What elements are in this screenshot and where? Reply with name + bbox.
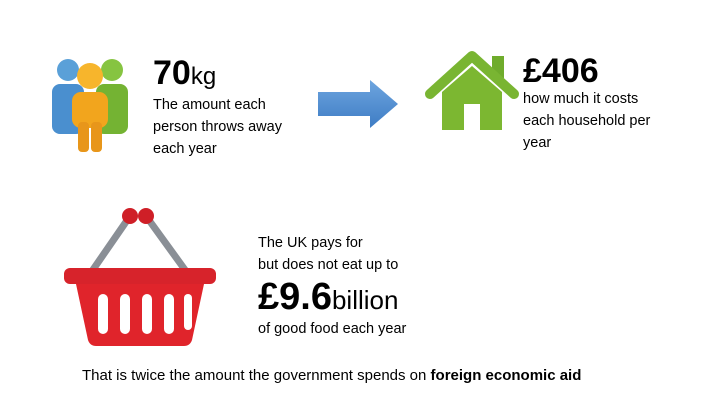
people-group-icon <box>52 59 128 152</box>
people-desc-line: each year <box>153 141 217 157</box>
people-description: The amount each person throws away each … <box>153 94 282 160</box>
people-stat: 70kg <box>153 56 216 91</box>
house-desc-line: how much it costs <box>523 91 639 107</box>
basket-intro: The UK pays for but does not eat up to <box>258 232 398 276</box>
conclusion: That is twice the amount the government … <box>82 367 581 384</box>
conclusion-text: That is twice the amount the government … <box>82 367 431 384</box>
basket-intro-line: but does not eat up to <box>258 257 399 273</box>
house-icon <box>425 51 519 130</box>
people-desc-line: person throws away <box>153 119 282 135</box>
house-description: how much it costs each household per yea… <box>523 88 650 154</box>
shopping-basket-icon <box>64 208 216 346</box>
right-arrow-icon <box>318 80 398 128</box>
basket-value: £9.6 <box>258 276 332 318</box>
house-desc-line: year <box>523 135 552 151</box>
house-value: £406 <box>523 52 599 90</box>
house-desc-line: each household per <box>523 113 651 129</box>
people-desc-line: The amount each <box>153 97 266 113</box>
people-value: 70 <box>153 54 191 92</box>
basket-intro-line: The UK pays for <box>258 235 363 251</box>
conclusion-emphasis: foreign economic aid <box>430 367 582 384</box>
basket-unit: billion <box>331 285 399 315</box>
people-unit: kg <box>190 63 217 90</box>
basket-footer: of good food each year <box>258 321 407 337</box>
basket-stat: £9.6billion <box>258 278 398 316</box>
